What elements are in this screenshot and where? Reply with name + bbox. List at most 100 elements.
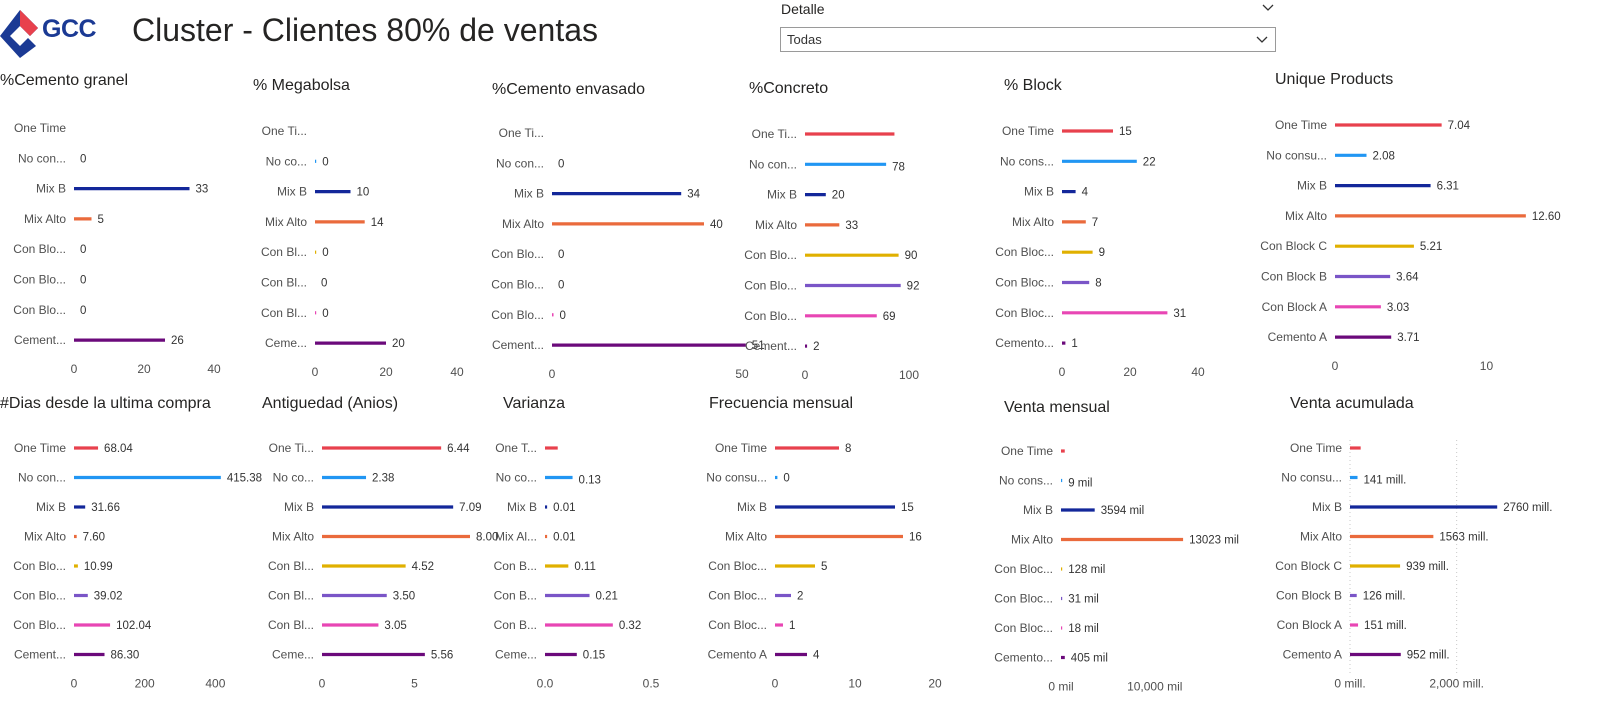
data-label: 0.01 — [553, 502, 575, 514]
category-label: Con Bloc... — [708, 618, 767, 632]
chart-venta-mensual[interactable]: Venta mensual One Time No cons... 9 mil Mix … — [994, 399, 1274, 719]
data-label: 15 — [1119, 126, 1132, 138]
bar-chart-svg: One Ti... 6.44 No co... 2.38 Mix B 7.09 Mix Al… — [268, 441, 498, 691]
data-label: 6.31 — [1437, 181, 1459, 193]
category-label: No co... — [496, 471, 537, 485]
chart-title: Frecuencia mensual — [709, 395, 854, 412]
detalle-dropdown[interactable]: Todas — [780, 27, 1276, 52]
category-label: Mix B — [737, 500, 767, 514]
category-label: Con Bloc... — [994, 592, 1053, 606]
category-label: Cement... — [14, 648, 66, 662]
chart-title: Venta acumulada — [1290, 395, 1414, 412]
category-label: No con... — [18, 471, 66, 485]
data-label: 151 mill. — [1364, 620, 1407, 632]
data-label: 0 — [322, 156, 328, 168]
category-label: Con Block C — [1260, 239, 1327, 253]
axis-tick-label: 400 — [205, 677, 225, 691]
data-label: 1 — [789, 620, 795, 632]
data-label: 0.15 — [583, 650, 605, 662]
chart-cemento-envasado[interactable]: %Cemento envasado One Ti... No con... 0 Mix … — [491, 81, 764, 401]
data-label: 2 — [813, 341, 819, 353]
bar-chart-svg: One Time No con... 0 Mix B 33 Mix Alto 5 Con Bl… — [13, 121, 221, 376]
data-label: 20 — [392, 338, 405, 350]
data-label: 31 — [1173, 308, 1186, 320]
chevron-down-icon[interactable] — [1260, 0, 1276, 16]
category-label: One T... — [495, 441, 537, 455]
data-label: 0 — [80, 305, 86, 317]
category-label: Cement... — [492, 338, 544, 352]
data-label: 15 — [901, 502, 914, 514]
data-label: 5.21 — [1420, 241, 1442, 253]
axis-tick-label: 100 — [899, 368, 919, 382]
category-label: Mix Al... — [495, 530, 537, 544]
category-label: No co... — [273, 471, 314, 485]
chart-antiguedad[interactable]: Antiguedad (Anios) One Ti... 6.44 No co... 2… — [262, 395, 502, 715]
data-label: 128 mil — [1068, 564, 1105, 576]
category-label: Con Bl... — [268, 618, 314, 632]
slicer-label: Detalle — [781, 1, 825, 17]
data-label: 8 — [845, 443, 851, 455]
category-label: Con Bloc... — [995, 306, 1054, 320]
category-label: Ceme... — [272, 648, 314, 662]
data-label: 34 — [687, 189, 700, 201]
data-label: 3.05 — [384, 620, 406, 632]
data-label: 2760 mill. — [1503, 502, 1552, 514]
category-label: Con B... — [494, 589, 537, 603]
axis-tick-label: 50 — [735, 367, 749, 381]
chart-varianza[interactable]: Varianza One T... No co... 0.13 Mix B 0.01 Mix… — [494, 395, 703, 715]
category-label: Con Block A — [1262, 300, 1327, 314]
chart-dias-ultima-compra[interactable]: #Dias desde la ultima compra One Time 68.0… — [0, 395, 262, 715]
chart-block[interactable]: % Block One Time 15 No cons... 22 Mix B 4 Mix A… — [995, 77, 1244, 397]
chart-venta-acumulada[interactable]: Venta acumulada One Time No consu... 141 mi… — [1275, 395, 1590, 715]
category-label: Con Block B — [1261, 270, 1327, 284]
data-label: 141 mill. — [1364, 475, 1407, 487]
category-label: Mix Alto — [1285, 209, 1327, 223]
category-label: Con Blo... — [744, 248, 797, 262]
chart-cemento-granel[interactable]: %Cemento granel One Time No con... 0 Mix B 33… — [0, 72, 240, 392]
category-label: Cemento A — [708, 648, 767, 662]
data-label: 90 — [905, 250, 918, 262]
data-label: 8 — [1095, 278, 1101, 290]
data-label: 0.32 — [619, 620, 641, 632]
data-label: 0 — [80, 153, 86, 165]
data-label: 86.30 — [111, 650, 140, 662]
bar-chart-svg: One Time No cons... 9 mil Mix B 3594 mil Mix … — [994, 444, 1239, 694]
chart-title: Antiguedad (Anios) — [262, 395, 399, 412]
data-label: 939 mill. — [1406, 561, 1449, 573]
category-label: One Time — [1002, 124, 1054, 138]
axis-tick-label: 0 — [71, 362, 78, 376]
category-label: No cons... — [1000, 154, 1054, 168]
chart-unique-products[interactable]: Unique Products One Time 7.04 No consu... 2.… — [1260, 71, 1575, 391]
category-label: Con Bl... — [268, 559, 314, 573]
category-label: Mix Alto — [272, 530, 314, 544]
category-label: Mix Alto — [1012, 215, 1054, 229]
logo-text: GCC — [42, 15, 97, 43]
chart-frecuencia-mensual[interactable]: Frecuencia mensual One Time 8 No consu... 0 M… — [706, 395, 969, 715]
data-label: 0 — [558, 280, 564, 292]
chart-concreto[interactable]: %Concreto One Ti... No con... 78 Mix B 20 Mix … — [744, 80, 989, 400]
category-label: Con Bloc... — [995, 245, 1054, 259]
data-label: 0 — [558, 249, 564, 261]
axis-tick-label: 40 — [450, 365, 464, 379]
category-label: Cement... — [745, 339, 797, 353]
category-label: Con Blo... — [491, 278, 544, 292]
data-label: 0.11 — [574, 561, 596, 573]
data-label: 1 — [1071, 338, 1077, 350]
chevron-down-icon — [1256, 36, 1268, 43]
axis-tick-label: 0 — [1332, 359, 1339, 373]
chart-megabolsa[interactable]: % Megabolsa One Ti... No co... 0 Mix B 10 Mix … — [253, 77, 493, 397]
axis-tick-label: 20 — [137, 362, 151, 376]
category-label: Con Block C — [1275, 559, 1342, 573]
chart-title: #Dias desde la ultima compra — [0, 395, 211, 412]
category-label: Mix B — [1024, 185, 1054, 199]
category-label: Con B... — [494, 618, 537, 632]
axis-tick-label: 0 — [312, 365, 319, 379]
category-label: One Ti... — [752, 127, 797, 141]
category-label: No consu... — [1281, 471, 1342, 485]
data-label: 8.00 — [476, 532, 498, 544]
data-label: 92 — [907, 281, 920, 293]
category-label: Con Blo... — [13, 559, 66, 573]
dropdown-selected-value: Todas — [787, 32, 822, 47]
category-label: Con Bl... — [261, 306, 307, 320]
